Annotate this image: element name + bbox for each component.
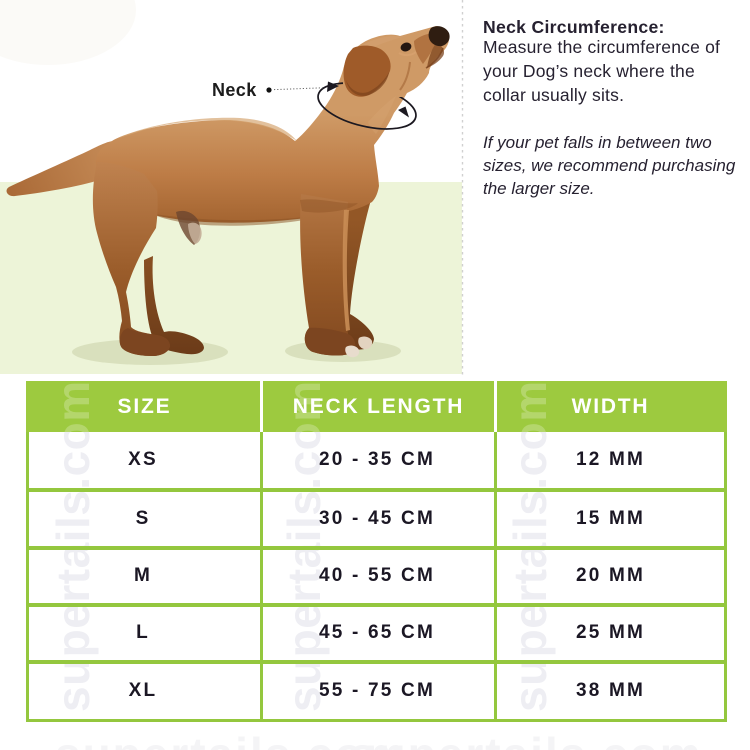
svg-text:Neck: Neck [212, 80, 257, 100]
